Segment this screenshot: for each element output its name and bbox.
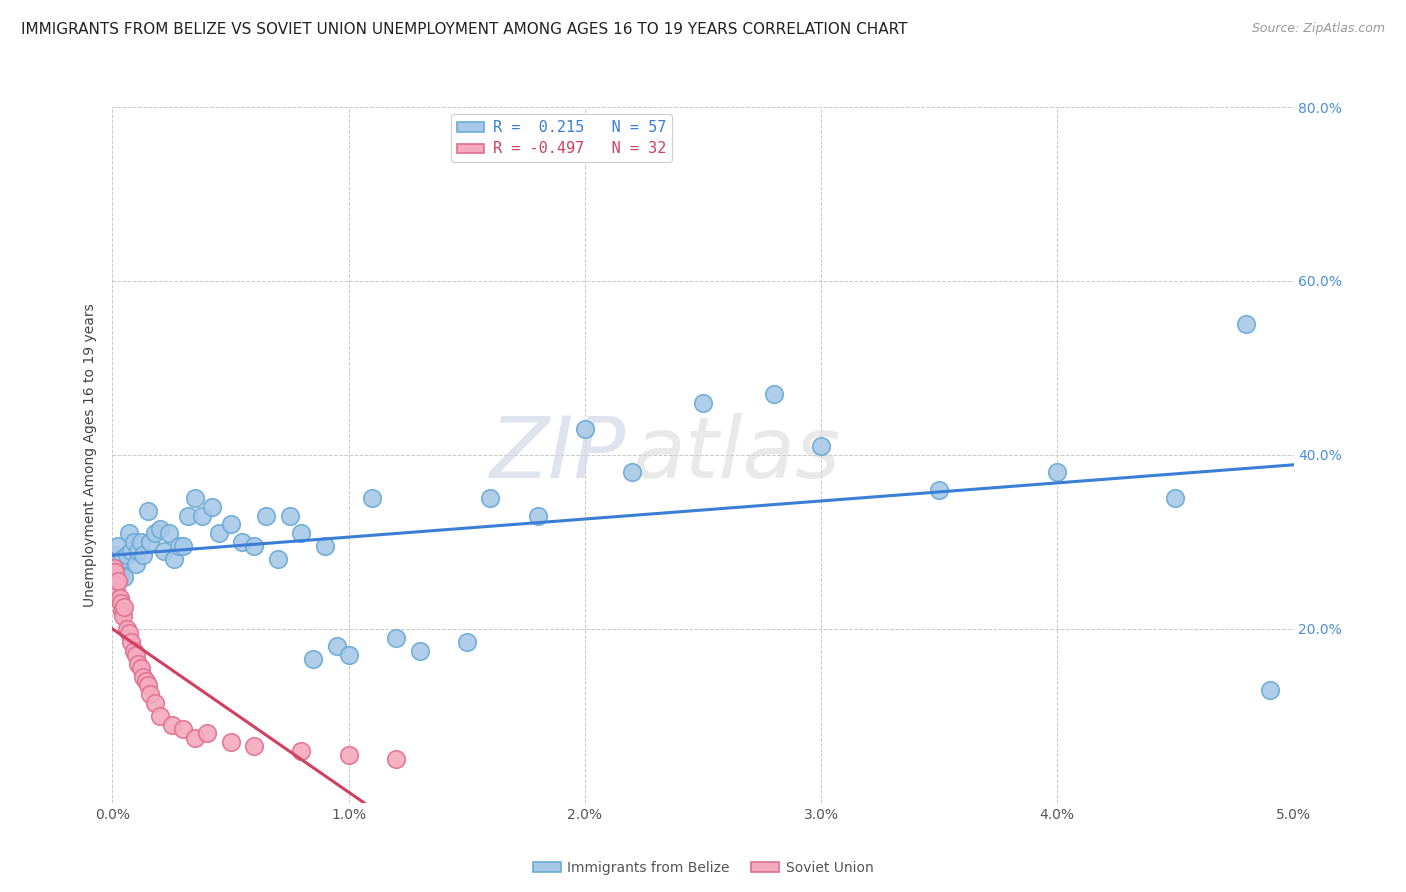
Point [127,657,149,671]
Point [191,508,214,523]
Point [122,534,145,549]
Point [243,539,266,553]
Point [112,608,135,623]
Point [177,508,200,523]
Point [129,661,152,675]
Point [201,500,224,514]
Point [110,561,132,575]
Legend: Immigrants from Belize, Soviet Union: Immigrants from Belize, Soviet Union [527,855,879,880]
Point [184,731,207,745]
Point [125,557,148,571]
Text: Source: ZipAtlas.com: Source: ZipAtlas.com [1251,22,1385,36]
Point [167,539,190,553]
Legend: R =  0.215   N = 57, R = -0.497   N = 32: R = 0.215 N = 57, R = -0.497 N = 32 [451,114,672,162]
Point [108,570,131,584]
Point [105,578,128,592]
Point [1046,466,1069,480]
Point [105,557,128,571]
Point [111,552,134,566]
Point [278,508,301,523]
Point [810,439,832,453]
Point [219,517,242,532]
Point [139,687,162,701]
Point [153,543,176,558]
Point [385,631,408,645]
Point [172,722,194,736]
Point [115,622,138,636]
Point [456,635,478,649]
Point [104,566,127,580]
Point [184,491,207,506]
Point [149,522,172,536]
Point [122,643,145,657]
Point [267,552,290,566]
Point [692,396,714,410]
Point [110,596,132,610]
Point [326,639,349,653]
Point [120,635,142,649]
Y-axis label: Unemployment Among Ages 16 to 19 years: Unemployment Among Ages 16 to 19 years [83,303,97,607]
Point [219,735,242,749]
Point [385,752,408,766]
Point [112,570,135,584]
Point [928,483,950,497]
Point [254,508,277,523]
Point [1164,491,1187,506]
Point [163,552,186,566]
Text: atlas: atlas [633,413,841,497]
Point [172,539,194,553]
Point [231,534,253,549]
Point [361,491,384,506]
Text: ZIP: ZIP [489,413,626,497]
Point [1258,682,1281,697]
Point [157,526,180,541]
Point [337,648,360,662]
Point [526,508,548,523]
Point [132,548,155,562]
Point [160,717,183,731]
Point [290,744,312,758]
Point [105,566,128,580]
Point [1234,318,1257,332]
Text: IMMIGRANTS FROM BELIZE VS SOVIET UNION UNEMPLOYMENT AMONG AGES 16 TO 19 YEARS CO: IMMIGRANTS FROM BELIZE VS SOVIET UNION U… [21,22,908,37]
Point [195,726,218,740]
Point [337,747,360,762]
Point [125,648,148,662]
Point [105,587,128,601]
Point [302,652,325,666]
Point [621,466,644,480]
Point [132,670,155,684]
Point [108,591,131,606]
Point [139,534,162,549]
Point [115,548,138,562]
Point [135,674,157,689]
Point [112,600,135,615]
Point [314,539,336,553]
Point [149,708,172,723]
Point [136,504,159,518]
Point [103,561,125,575]
Point [129,534,152,549]
Point [208,526,231,541]
Point [479,491,502,506]
Point [104,548,127,562]
Point [127,543,149,558]
Point [118,626,141,640]
Point [136,678,159,692]
Point [290,526,312,541]
Point [408,643,430,657]
Point [143,696,166,710]
Point [143,526,166,541]
Point [107,574,129,588]
Point [243,739,266,754]
Point [111,605,134,619]
Point [762,387,785,401]
Point [574,422,596,436]
Point [118,526,141,541]
Point [107,539,129,553]
Point [120,543,142,558]
